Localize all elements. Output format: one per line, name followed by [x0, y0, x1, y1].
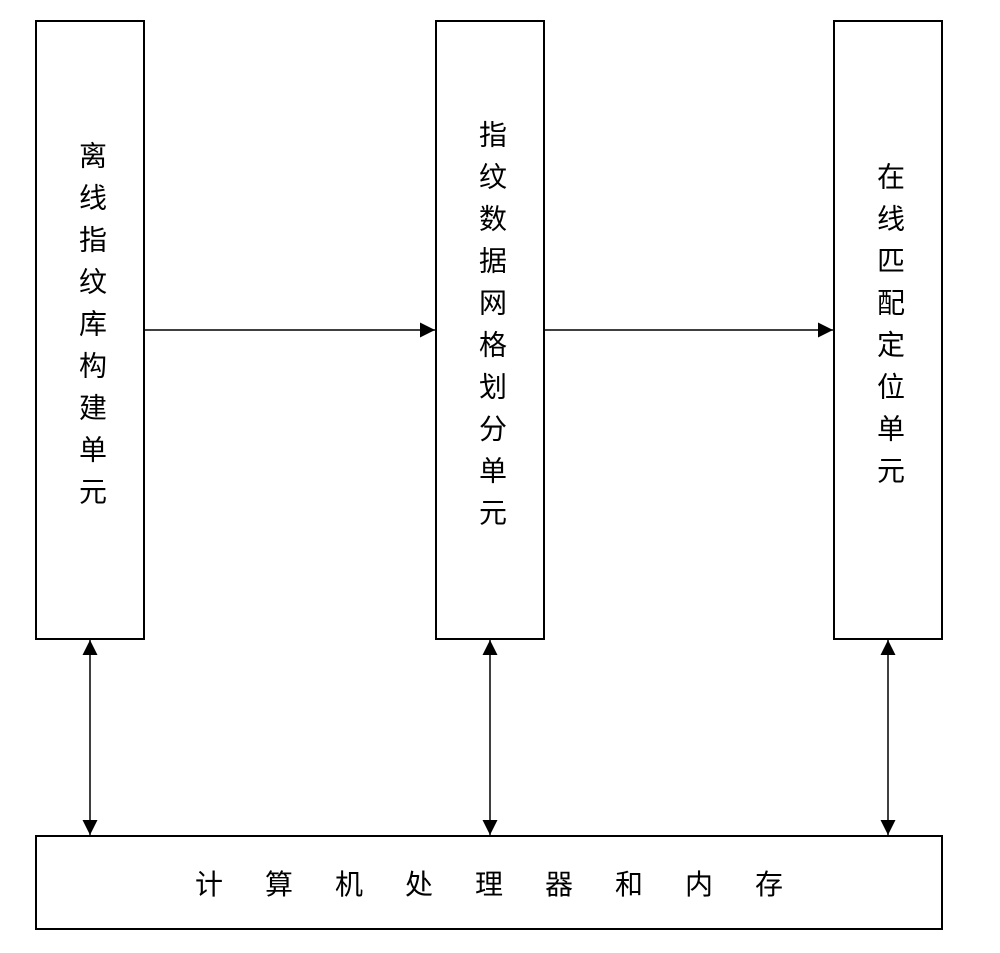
node-fingerprint-grid-partition: 指纹数据网格划分单元	[435, 20, 545, 640]
node-online-matching-positioning: 在线匹配定位单元	[833, 20, 943, 640]
node-label: 指纹数据网格划分单元	[476, 120, 504, 540]
diagram-stage: 离线指纹库构建单元 指纹数据网格划分单元 在线匹配定位单元 计算机处理器和内存	[0, 0, 1000, 953]
node-label: 离线指纹库构建单元	[76, 141, 104, 519]
node-offline-fingerprint-db: 离线指纹库构建单元	[35, 20, 145, 640]
node-computer-processor-memory: 计算机处理器和内存	[35, 835, 943, 930]
node-label: 计算机处理器和内存	[153, 863, 825, 903]
node-label: 在线匹配定位单元	[874, 162, 902, 498]
